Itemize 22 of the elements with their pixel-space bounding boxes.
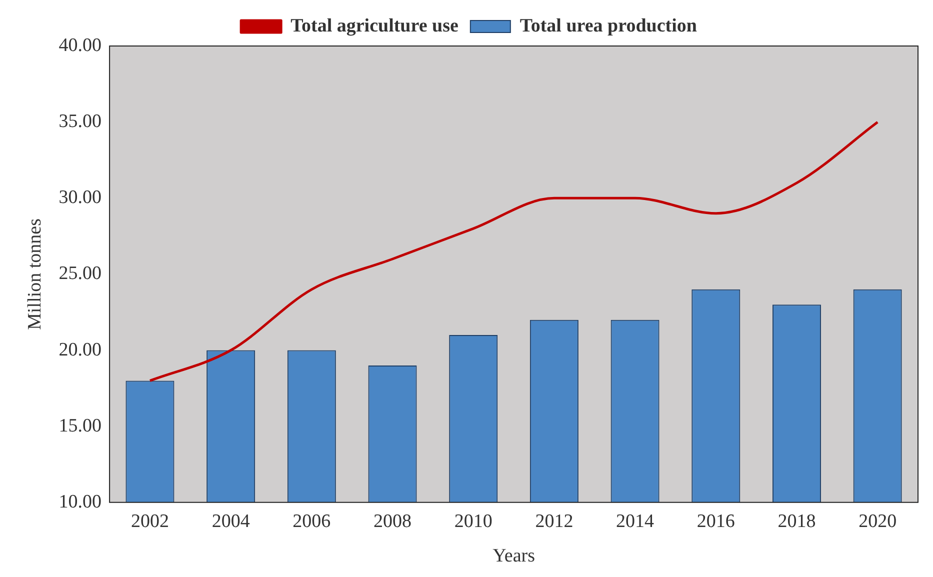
y-tick-label: 25.00 — [58, 263, 102, 284]
x-tick-label: 2006 — [292, 510, 331, 532]
x-tick-label: 2020 — [858, 510, 897, 532]
legend-label: Total urea production — [520, 15, 698, 36]
x-tick-label: 2012 — [535, 510, 574, 532]
legend-label: Total agriculture use — [290, 15, 458, 36]
x-tick-label: 2018 — [778, 510, 816, 532]
y-axis-title: Million tonnes — [24, 218, 46, 330]
x-tick-label: 2016 — [696, 510, 735, 532]
x-tick-label: 2008 — [374, 510, 412, 532]
line-series — [148, 120, 879, 382]
y-tick-label: 20.00 — [58, 339, 102, 360]
x-tick-label: 2014 — [616, 510, 655, 532]
y-tick-label: 35.00 — [58, 111, 102, 132]
x-tick-label: 2010 — [454, 510, 492, 532]
x-axis-title: Years — [492, 546, 535, 567]
y-tick-label: 40.00 — [58, 34, 102, 56]
y-tick-label: 30.00 — [58, 187, 102, 208]
y-tick-label: 15.00 — [58, 415, 102, 436]
x-tick-label: 2002 — [130, 510, 169, 532]
y-tick-label: 10.00 — [58, 491, 102, 512]
x-tick-label: 2004 — [212, 510, 250, 532]
